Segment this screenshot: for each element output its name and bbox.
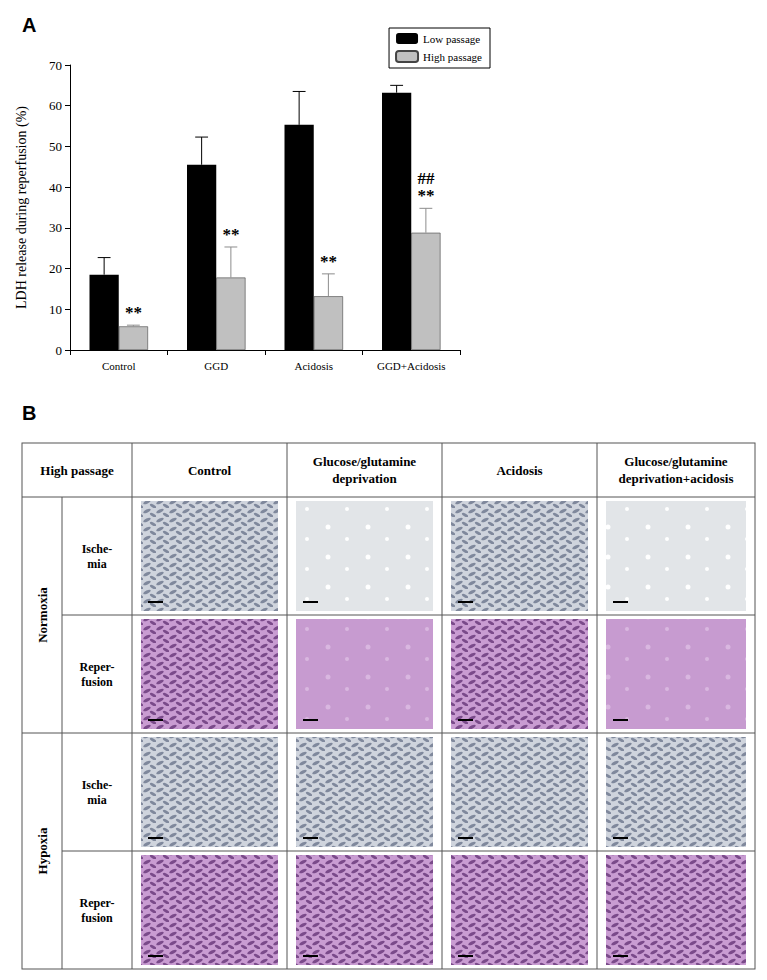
svg-text:B: B	[22, 402, 36, 424]
svg-text:High passage: High passage	[423, 51, 482, 63]
svg-text:**: **	[222, 225, 239, 244]
svg-text:Reper-: Reper-	[80, 896, 115, 910]
svg-text:60: 60	[49, 98, 62, 113]
svg-text:deprivation: deprivation	[332, 471, 397, 486]
svg-text:**: **	[320, 252, 337, 271]
svg-text:##: ##	[417, 169, 435, 188]
svg-text:High passage: High passage	[40, 463, 114, 478]
svg-text:Control: Control	[188, 463, 231, 478]
svg-text:LDH release during reperfusion: LDH release during reperfusion (%)	[14, 106, 30, 309]
svg-text:**: **	[125, 303, 142, 322]
svg-text:fusion: fusion	[81, 911, 113, 925]
svg-text:Glucose/glutamine: Glucose/glutamine	[624, 454, 728, 469]
svg-text:Ische-: Ische-	[82, 778, 113, 792]
svg-text:Control: Control	[102, 360, 136, 372]
svg-text:GGD+Acidosis: GGD+Acidosis	[377, 360, 446, 372]
svg-text:mia: mia	[87, 793, 106, 807]
svg-text:Acidosis: Acidosis	[496, 463, 542, 478]
svg-text:70: 70	[49, 58, 62, 73]
svg-text:Hypoxia: Hypoxia	[35, 827, 50, 874]
svg-text:GGD: GGD	[204, 360, 228, 372]
svg-text:20: 20	[49, 261, 62, 276]
svg-text:**: **	[417, 186, 434, 205]
svg-text:10: 10	[49, 302, 62, 317]
html-text:A: A	[22, 14, 37, 36]
svg-text:Normoxia: Normoxia	[35, 587, 50, 643]
svg-text:30: 30	[49, 220, 62, 235]
svg-text:Reper-: Reper-	[80, 660, 115, 674]
svg-text:0: 0	[56, 343, 63, 358]
svg-text:Acidosis: Acidosis	[295, 360, 334, 372]
svg-text:50: 50	[49, 139, 62, 154]
svg-text:Ische-: Ische-	[82, 542, 113, 556]
svg-text:40: 40	[49, 180, 62, 195]
svg-text:deprivation+acidosis: deprivation+acidosis	[618, 471, 733, 486]
svg-text:fusion: fusion	[81, 675, 113, 689]
svg-text:Low passage: Low passage	[423, 33, 480, 45]
svg-text:mia: mia	[87, 557, 106, 571]
svg-text:Glucose/glutamine: Glucose/glutamine	[313, 454, 417, 469]
